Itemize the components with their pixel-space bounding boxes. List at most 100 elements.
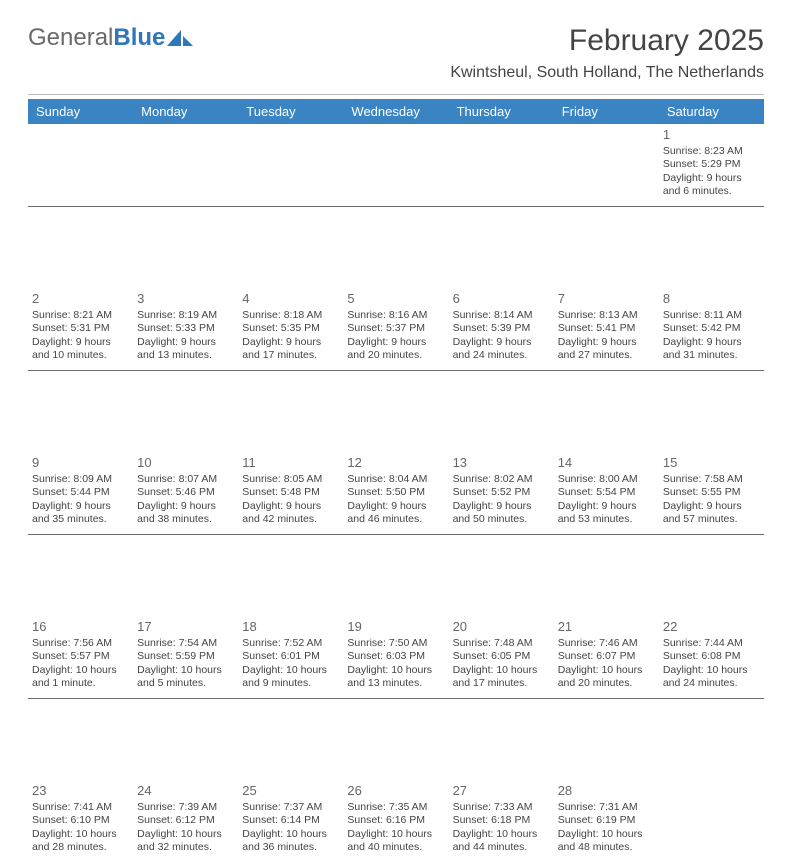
cell-line-d1: Daylight: 10 hours — [663, 664, 760, 677]
cell-line-d1: Daylight: 9 hours — [137, 500, 234, 513]
cell-line-d2: and 32 minutes. — [137, 841, 234, 854]
calendar-cell: 5Sunrise: 8:16 AMSunset: 5:37 PMDaylight… — [343, 288, 448, 370]
cell-line-sr: Sunrise: 7:58 AM — [663, 473, 760, 486]
logo-text-1: General — [28, 24, 113, 51]
cell-line-sr: Sunrise: 8:14 AM — [453, 309, 550, 322]
cell-line-d1: Daylight: 10 hours — [347, 828, 444, 841]
cell-line-d1: Daylight: 9 hours — [32, 336, 129, 349]
cell-line-d1: Daylight: 9 hours — [347, 500, 444, 513]
week-separator-cell — [28, 370, 764, 452]
cell-line-sr: Sunrise: 7:46 AM — [558, 637, 655, 650]
calendar-cell — [449, 124, 554, 206]
cell-line-ss: Sunset: 5:42 PM — [663, 322, 760, 335]
cell-line-d2: and 57 minutes. — [663, 513, 760, 526]
cell-line-d2: and 53 minutes. — [558, 513, 655, 526]
logo-text-2: Blue — [113, 24, 165, 51]
day-number: 25 — [242, 783, 339, 799]
day-number: 7 — [558, 291, 655, 307]
cell-line-d1: Daylight: 9 hours — [242, 336, 339, 349]
calendar-cell: 7Sunrise: 8:13 AMSunset: 5:41 PMDaylight… — [554, 288, 659, 370]
cell-line-ss: Sunset: 5:39 PM — [453, 322, 550, 335]
header: GeneralBlue February 2025 Kwintsheul, So… — [28, 24, 764, 82]
day-number: 16 — [32, 619, 129, 635]
day-number: 5 — [347, 291, 444, 307]
cell-line-d2: and 20 minutes. — [558, 677, 655, 690]
cell-line-ss: Sunset: 5:35 PM — [242, 322, 339, 335]
month-title: February 2025 — [450, 24, 764, 58]
cell-line-sr: Sunrise: 8:18 AM — [242, 309, 339, 322]
week-separator-cell — [28, 534, 764, 616]
calendar-cell: 24Sunrise: 7:39 AMSunset: 6:12 PMDayligh… — [133, 780, 238, 862]
cell-line-d2: and 35 minutes. — [32, 513, 129, 526]
calendar-cell — [659, 780, 764, 862]
day-number: 4 — [242, 291, 339, 307]
cell-line-sr: Sunrise: 8:23 AM — [663, 145, 760, 158]
calendar-cell: 14Sunrise: 8:00 AMSunset: 5:54 PMDayligh… — [554, 452, 659, 534]
cell-line-ss: Sunset: 6:19 PM — [558, 814, 655, 827]
cell-line-d1: Daylight: 9 hours — [558, 336, 655, 349]
calendar-week-row: 23Sunrise: 7:41 AMSunset: 6:10 PMDayligh… — [28, 780, 764, 862]
cell-line-sr: Sunrise: 8:02 AM — [453, 473, 550, 486]
cell-line-ss: Sunset: 5:33 PM — [137, 322, 234, 335]
cell-line-d2: and 38 minutes. — [137, 513, 234, 526]
cell-line-ss: Sunset: 5:50 PM — [347, 486, 444, 499]
title-block: February 2025 Kwintsheul, South Holland,… — [450, 24, 764, 82]
cell-line-d2: and 20 minutes. — [347, 349, 444, 362]
week-separator-cell — [28, 206, 764, 288]
calendar-cell: 21Sunrise: 7:46 AMSunset: 6:07 PMDayligh… — [554, 616, 659, 698]
day-number: 9 — [32, 455, 129, 471]
cell-line-d1: Daylight: 10 hours — [558, 664, 655, 677]
cell-line-d2: and 1 minute. — [32, 677, 129, 690]
cell-line-sr: Sunrise: 8:16 AM — [347, 309, 444, 322]
cell-line-sr: Sunrise: 7:56 AM — [32, 637, 129, 650]
cell-line-d1: Daylight: 10 hours — [32, 664, 129, 677]
calendar-cell: 4 Sunrise: 8:18 AMSunset: 5:35 PMDaylight… — [238, 288, 343, 370]
day-number: 15 — [663, 455, 760, 471]
cell-line-d2: and 40 minutes. — [347, 841, 444, 854]
calendar-cell: 13Sunrise: 8:02 AMSunset: 5:52 PMDayligh… — [449, 452, 554, 534]
cell-line-d1: Daylight: 10 hours — [453, 664, 550, 677]
cell-line-d2: and 46 minutes. — [347, 513, 444, 526]
week-separator — [28, 534, 764, 616]
cell-line-d2: and 50 minutes. — [453, 513, 550, 526]
cell-line-d1: Daylight: 10 hours — [347, 664, 444, 677]
cell-line-d1: Daylight: 9 hours — [453, 500, 550, 513]
day-header: Saturday — [659, 99, 764, 124]
calendar-cell: 6Sunrise: 8:14 AMSunset: 5:39 PMDaylight… — [449, 288, 554, 370]
calendar-cell: 2Sunrise: 8:21 AMSunset: 5:31 PMDaylight… — [28, 288, 133, 370]
cell-line-d2: and 13 minutes. — [137, 349, 234, 362]
day-number: 11 — [242, 455, 339, 471]
day-number: 12 — [347, 455, 444, 471]
cell-line-sr: Sunrise: 7:44 AM — [663, 637, 760, 650]
cell-line-sr: Sunrise: 8:21 AM — [32, 309, 129, 322]
day-number: 1 — [663, 127, 760, 143]
cell-line-ss: Sunset: 5:37 PM — [347, 322, 444, 335]
day-header: Monday — [133, 99, 238, 124]
cell-line-d1: Daylight: 10 hours — [32, 828, 129, 841]
cell-line-sr: Sunrise: 8:04 AM — [347, 473, 444, 486]
calendar-week-row: 9Sunrise: 8:09 AMSunset: 5:44 PMDaylight… — [28, 452, 764, 534]
calendar-cell: 1Sunrise: 8:23 AMSunset: 5:29 PMDaylight… — [659, 124, 764, 206]
day-header: Sunday — [28, 99, 133, 124]
calendar-cell: 10Sunrise: 8:07 AMSunset: 5:46 PMDayligh… — [133, 452, 238, 534]
logo-sail-icon — [167, 28, 193, 48]
cell-line-d1: Daylight: 9 hours — [453, 336, 550, 349]
cell-line-d1: Daylight: 10 hours — [137, 828, 234, 841]
calendar-cell: 12 Sunrise: 8:04 AMSunset: 5:50 PMDayligh… — [343, 452, 448, 534]
cell-line-sr: Sunrise: 7:37 AM — [242, 801, 339, 814]
cell-line-ss: Sunset: 5:57 PM — [32, 650, 129, 663]
calendar-cell: 18Sunrise: 7:52 AMSunset: 6:01 PMDayligh… — [238, 616, 343, 698]
day-number: 21 — [558, 619, 655, 635]
day-header: Wednesday — [343, 99, 448, 124]
cell-line-sr: Sunrise: 8:11 AM — [663, 309, 760, 322]
calendar-cell — [133, 124, 238, 206]
cell-line-sr: Sunrise: 7:35 AM — [347, 801, 444, 814]
cell-line-ss: Sunset: 5:52 PM — [453, 486, 550, 499]
cell-line-ss: Sunset: 5:41 PM — [558, 322, 655, 335]
cell-line-d2: and 10 minutes. — [32, 349, 129, 362]
day-number: 10 — [137, 455, 234, 471]
cell-line-d1: Daylight: 9 hours — [137, 336, 234, 349]
cell-line-ss: Sunset: 6:10 PM — [32, 814, 129, 827]
cell-line-ss: Sunset: 6:08 PM — [663, 650, 760, 663]
day-number: 8 — [663, 291, 760, 307]
